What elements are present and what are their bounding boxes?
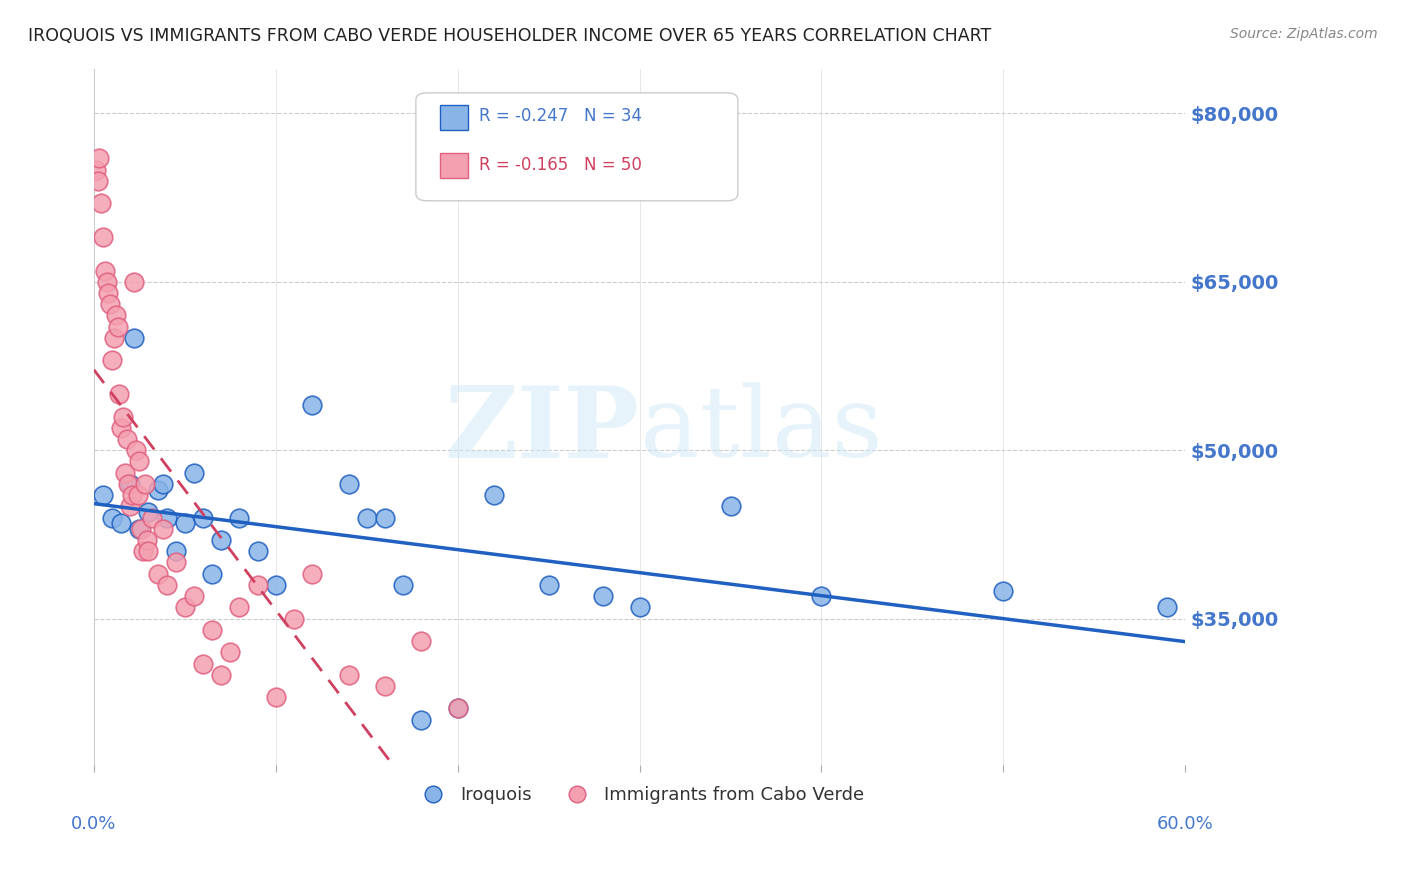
Point [146, 566, 169, 581]
Point [191, 510, 214, 524]
Point [128, 454, 150, 468]
Text: Source: ZipAtlas.com: Source: ZipAtlas.com [1230, 27, 1378, 41]
Point [392, 578, 415, 592]
Point [156, 578, 179, 592]
Bar [440, 153, 468, 178]
Point [141, 510, 163, 524]
Bar [440, 104, 468, 129]
Point [219, 645, 242, 659]
Point [138, 544, 160, 558]
Point [115, 432, 138, 446]
Point [86, 174, 108, 188]
Point [98, 297, 121, 311]
Point [301, 566, 323, 581]
Point [183, 589, 205, 603]
Point [201, 566, 224, 581]
Point [107, 319, 129, 334]
Point [121, 488, 143, 502]
Point [108, 387, 131, 401]
Point [720, 500, 742, 514]
Point [101, 353, 124, 368]
Point [103, 331, 125, 345]
Point [209, 667, 232, 681]
Text: ZIP: ZIP [444, 382, 640, 479]
Text: R = -0.247   N = 34: R = -0.247 N = 34 [479, 107, 643, 125]
Point [152, 476, 174, 491]
Text: 60.0%: 60.0% [1157, 815, 1213, 833]
Point [482, 488, 505, 502]
Text: R = -0.165   N = 50: R = -0.165 N = 50 [479, 155, 643, 174]
FancyBboxPatch shape [416, 93, 738, 201]
Point [152, 522, 174, 536]
Point [91, 488, 114, 502]
Point [90, 196, 112, 211]
Point [120, 476, 142, 491]
Point [89, 152, 111, 166]
Text: 0.0%: 0.0% [72, 815, 117, 833]
Point [209, 533, 232, 547]
Text: IROQUOIS VS IMMIGRANTS FROM CABO VERDE HOUSEHOLDER INCOME OVER 65 YEARS CORRELAT: IROQUOIS VS IMMIGRANTS FROM CABO VERDE H… [28, 27, 991, 45]
Point [101, 510, 124, 524]
Point [165, 556, 187, 570]
Point [246, 578, 269, 592]
Point [1156, 600, 1178, 615]
Point [447, 701, 470, 715]
Point [411, 713, 433, 727]
Point [173, 600, 195, 615]
Point [129, 522, 152, 536]
Point [191, 657, 214, 671]
Point [301, 398, 323, 412]
Point [374, 510, 396, 524]
Point [411, 634, 433, 648]
Point [120, 500, 142, 514]
Point [337, 476, 360, 491]
Point [122, 331, 145, 345]
Point [447, 701, 470, 715]
Point [337, 667, 360, 681]
Point [114, 466, 136, 480]
Point [96, 275, 118, 289]
Point [110, 516, 132, 531]
Point [97, 286, 120, 301]
Point [246, 544, 269, 558]
Text: atlas: atlas [640, 383, 883, 478]
Point [135, 533, 157, 547]
Point [173, 516, 195, 531]
Point [84, 162, 107, 177]
Point [264, 578, 287, 592]
Point [183, 466, 205, 480]
Point [264, 690, 287, 705]
Point [94, 263, 117, 277]
Point [104, 309, 127, 323]
Point [125, 443, 148, 458]
Point [127, 488, 149, 502]
Point [138, 505, 160, 519]
Point [156, 510, 179, 524]
Point [112, 409, 135, 424]
Point [228, 510, 250, 524]
Point [165, 544, 187, 558]
Point [283, 612, 305, 626]
Point [228, 600, 250, 615]
Point [810, 589, 832, 603]
Point [122, 275, 145, 289]
Point [117, 476, 139, 491]
Point [134, 476, 156, 491]
Point [201, 623, 224, 637]
Point [374, 679, 396, 693]
Point [110, 421, 132, 435]
Point [128, 522, 150, 536]
Point [628, 600, 651, 615]
Point [993, 583, 1015, 598]
Point [356, 510, 378, 524]
Legend: Iroquois, Immigrants from Cabo Verde: Iroquois, Immigrants from Cabo Verde [408, 779, 872, 811]
Point [132, 544, 155, 558]
Point [537, 578, 560, 592]
Point [91, 230, 114, 244]
Point [592, 589, 614, 603]
Point [146, 483, 169, 497]
